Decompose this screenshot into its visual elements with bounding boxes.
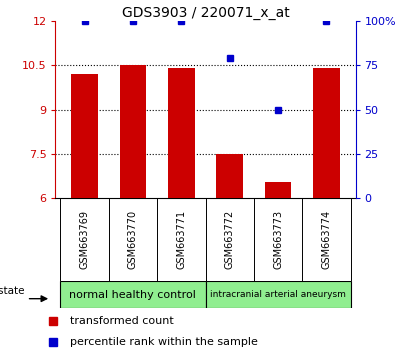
Text: GSM663769: GSM663769 bbox=[79, 210, 90, 269]
Text: disease state: disease state bbox=[0, 286, 25, 296]
Text: GSM663773: GSM663773 bbox=[273, 210, 283, 269]
Bar bbox=[120, 65, 146, 198]
Bar bbox=[313, 68, 340, 198]
Bar bbox=[71, 74, 98, 198]
Text: percentile rank within the sample: percentile rank within the sample bbox=[70, 337, 258, 348]
Bar bbox=[216, 154, 243, 198]
Text: transformed count: transformed count bbox=[70, 316, 173, 326]
Text: intracranial arterial aneurysm: intracranial arterial aneurysm bbox=[210, 290, 346, 299]
Text: GSM663771: GSM663771 bbox=[176, 210, 186, 269]
Text: GSM663770: GSM663770 bbox=[128, 210, 138, 269]
Text: GSM663772: GSM663772 bbox=[225, 210, 235, 269]
Text: GSM663774: GSM663774 bbox=[321, 210, 332, 269]
Bar bbox=[168, 68, 195, 198]
Bar bbox=[206, 281, 351, 308]
Bar bbox=[265, 182, 291, 198]
Text: normal healthy control: normal healthy control bbox=[69, 290, 196, 300]
Bar bbox=[60, 281, 206, 308]
Title: GDS3903 / 220071_x_at: GDS3903 / 220071_x_at bbox=[122, 6, 289, 20]
